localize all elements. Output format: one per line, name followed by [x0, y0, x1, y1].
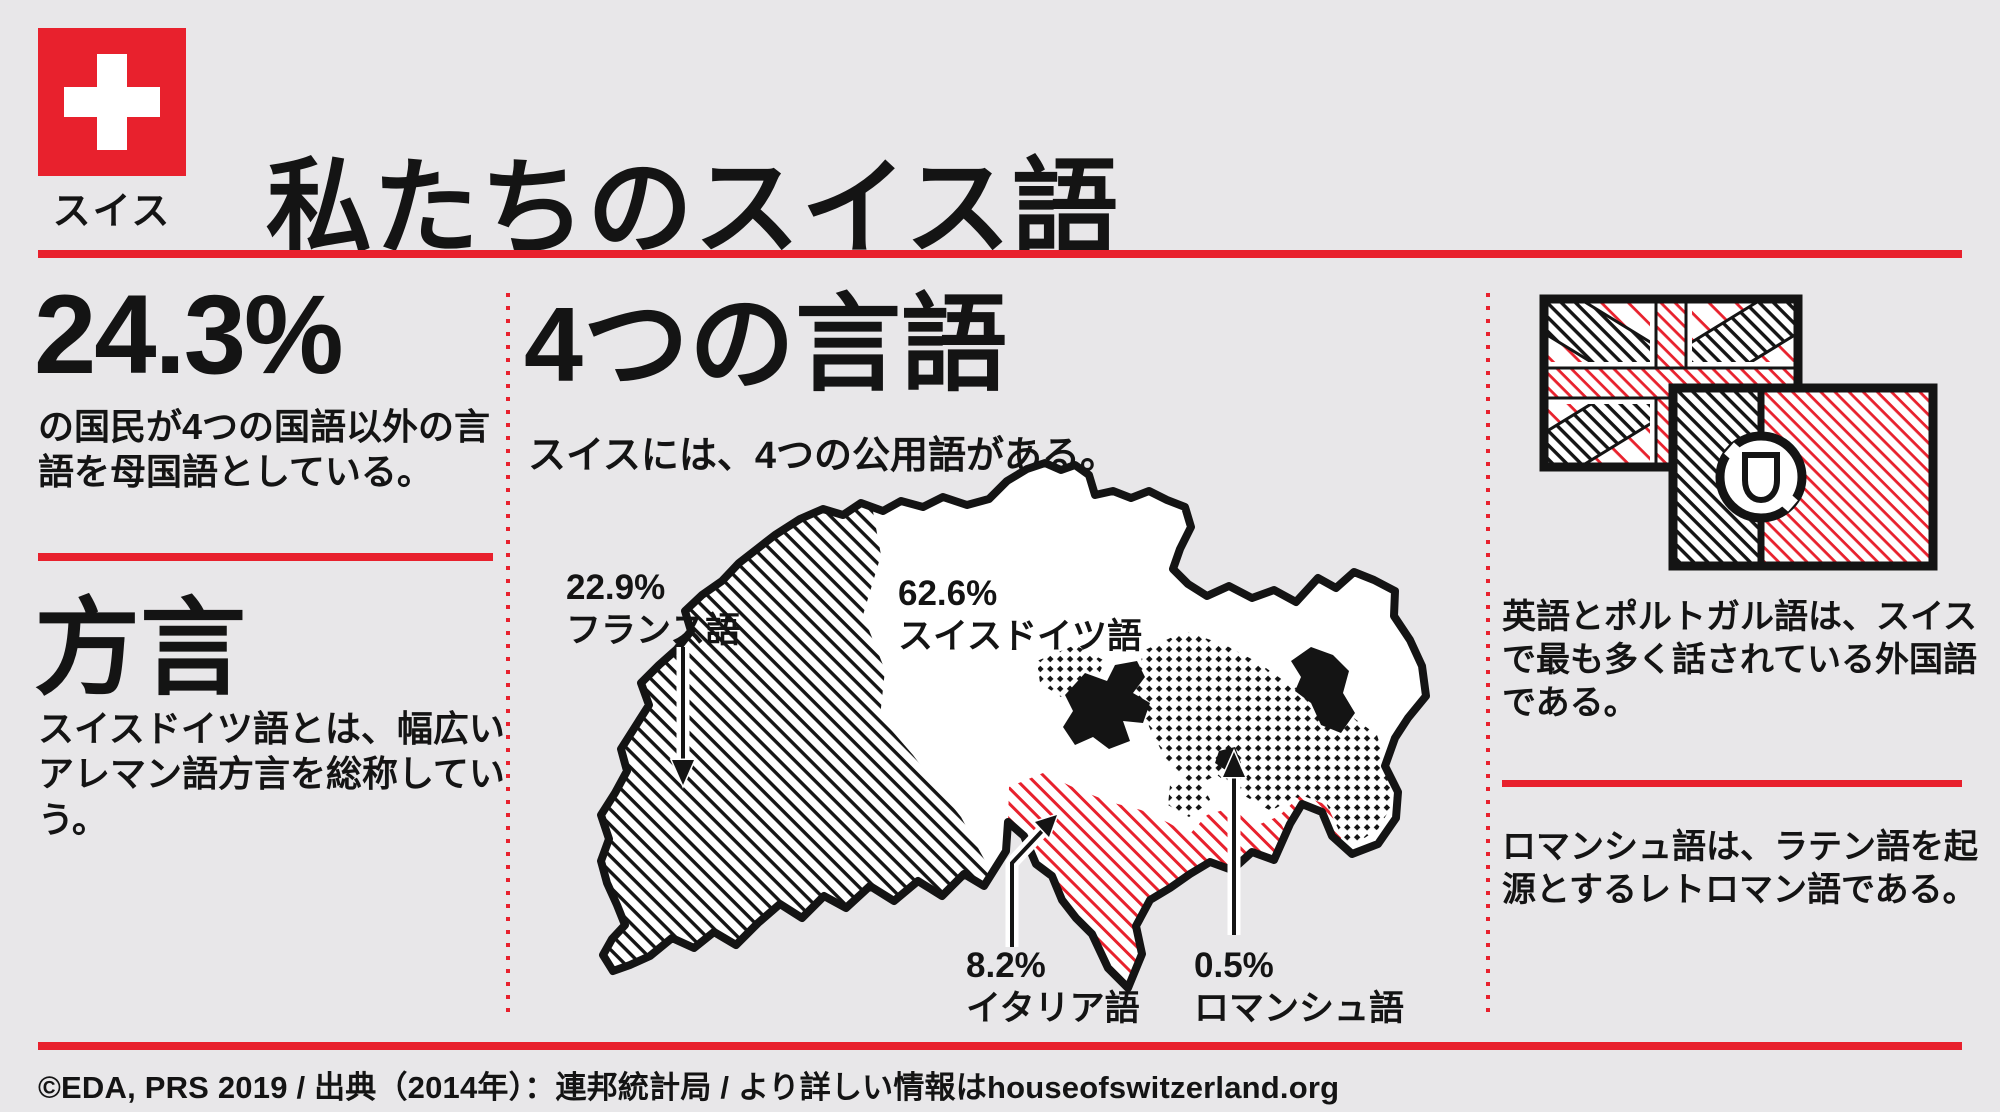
leader-romansh: [1220, 748, 1248, 935]
romansh-name: ロマンシュ語: [1194, 989, 1405, 1029]
italian-percent: 8.2%: [966, 946, 1046, 985]
map-lake-east: [1291, 647, 1355, 733]
footer-credit: ©EDA, PRS 2019 / 出典（2014年）：連邦統計局 / より詳しい…: [38, 1070, 1340, 1105]
french-name: フランス語: [566, 611, 741, 651]
foreign-languages-note: 英語とポルトガル語は、スイスで最も多く話されている外国語である。: [1502, 598, 1977, 722]
romansh-note: ロマンシュ語は、ラテン語を起源とするレトロマン語である。: [1502, 828, 1978, 909]
footer-divider: [38, 1042, 1962, 1050]
left-column-divider: [38, 553, 493, 561]
swiss-german-percent: 62.6%: [898, 574, 998, 613]
right-column-divider: [1502, 780, 1962, 787]
title-divider: [38, 250, 1962, 258]
leader-italian: [1005, 812, 1060, 947]
swiss-german-name: スイスドイツ語: [898, 617, 1142, 657]
foreign-flags-illustration: [1539, 294, 1938, 571]
map-romansh-patch-small: [1168, 777, 1211, 817]
foreign-mother-tongue-description: の国民が4つの国語以外の言語を母国語としている。: [38, 406, 491, 493]
foreign-mother-tongue-stat: 24.3%: [34, 272, 344, 397]
map-romansh-region: [1135, 631, 1397, 847]
page-title: 私たちのスイス語: [266, 150, 1119, 268]
swiss-cross-horizontal: [64, 87, 160, 117]
switzerland-language-map: [585, 455, 1435, 995]
romansh-percent: 0.5%: [1194, 946, 1274, 985]
label-swiss-german: 62.6% スイスドイツ語: [898, 572, 1142, 659]
dialect-heading: 方言: [34, 590, 246, 708]
italian-name: イタリア語: [966, 989, 1140, 1029]
map-lake-lucerne: [1063, 661, 1150, 749]
french-percent: 22.9%: [566, 568, 666, 607]
label-italian: 8.2% イタリア語: [966, 944, 1140, 1031]
map-italian-region: [1008, 773, 1288, 988]
leader-french: [669, 647, 697, 789]
column-separator-right: [1486, 293, 1490, 1013]
four-languages-heading: 4つの言語: [524, 286, 1007, 404]
swiss-flag-icon: [38, 28, 186, 176]
column-separator-left: [506, 293, 510, 1017]
country-label: スイス: [52, 191, 172, 233]
dialect-description: スイスドイツ語とは、幅広いアレマン語方言を総称していう。: [38, 708, 505, 840]
portugal-flag-icon: [1668, 383, 1938, 571]
label-french: 22.9% フランス語: [566, 566, 740, 653]
label-romansh: 0.5% ロマンシュ語: [1194, 944, 1404, 1031]
